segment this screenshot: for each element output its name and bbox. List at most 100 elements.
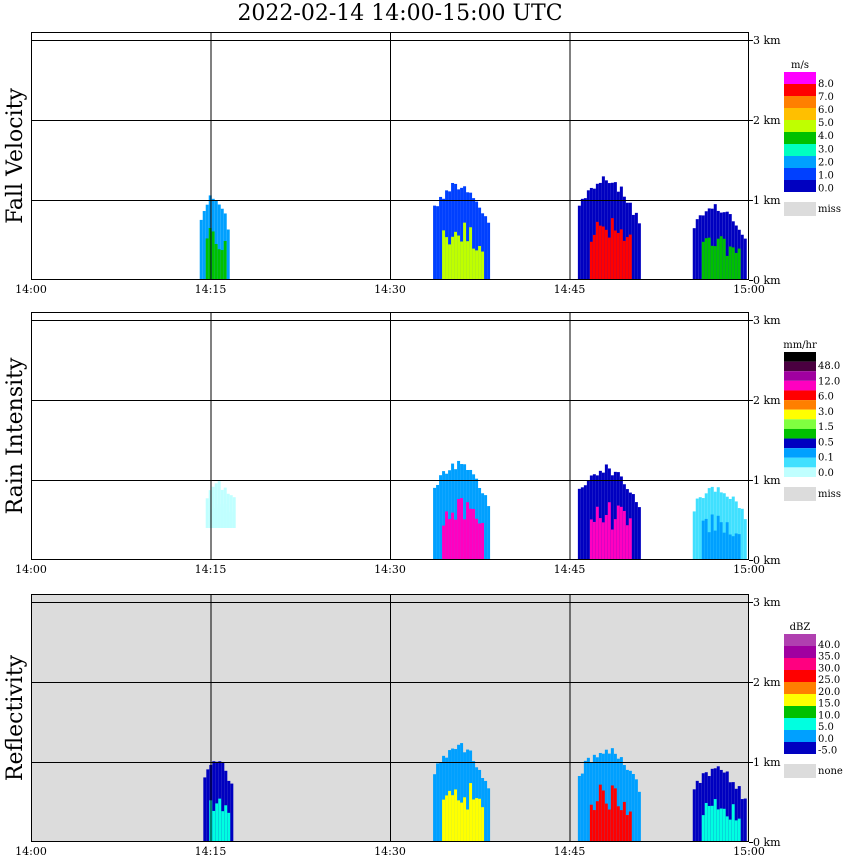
echo-core: [472, 248, 476, 280]
echo-core: [713, 799, 717, 842]
echo-core: [589, 804, 593, 842]
echo-core: [616, 505, 620, 560]
echo-cell: [692, 766, 747, 842]
echo-core: [616, 806, 620, 842]
echo-core: [214, 507, 218, 528]
echo-column: [215, 761, 219, 842]
echo-column: [589, 475, 593, 560]
colorbar-label: 48.0: [818, 361, 840, 372]
echo-core: [595, 506, 599, 560]
echo-column: [734, 501, 738, 560]
colorbar-swatch: [784, 694, 816, 706]
echo-column: [442, 755, 446, 842]
colorbar-label: 10.0: [818, 710, 840, 721]
colorbar-unit: mm/hr: [783, 340, 817, 351]
echo-core: [224, 805, 228, 842]
echo-column: [583, 760, 587, 842]
echo-column: [637, 507, 641, 560]
echo-column: [445, 190, 449, 280]
echo-column: [743, 238, 747, 280]
echo-cell: [433, 743, 491, 842]
echo-core: [731, 536, 735, 560]
echo-column: [716, 766, 720, 842]
echo-core: [445, 237, 449, 280]
echo-column: [208, 490, 212, 528]
echo-column: [713, 204, 717, 280]
echo-column: [212, 761, 216, 842]
echo-core: [448, 244, 452, 280]
echo-core: [734, 252, 738, 280]
echo-core: [607, 502, 611, 560]
echo-column: [722, 493, 726, 560]
echo-column: [692, 228, 696, 280]
x-tick-label: 14:45: [554, 563, 586, 576]
colorbar-miss-label: miss: [818, 204, 841, 215]
echo-core: [601, 226, 605, 280]
echo-column: [698, 215, 702, 280]
colorbar-label: 6.0: [818, 392, 834, 403]
colorbar-swatch: [784, 361, 816, 372]
echo-cell: [692, 486, 747, 560]
colorbar-miss-swatch: [784, 764, 816, 778]
echo-column: [217, 204, 221, 280]
echo-core: [475, 518, 479, 560]
echo-core: [463, 519, 467, 560]
echo-core: [710, 514, 714, 560]
y-tick-label: 3 km: [753, 596, 781, 609]
echo-column: [625, 489, 629, 560]
echo-core: [454, 519, 458, 560]
echo-cell: [433, 182, 491, 280]
echo-column: [577, 775, 581, 842]
echo-column: [607, 183, 611, 280]
colorbar-swatch: [784, 180, 816, 192]
echo-column: [707, 488, 711, 560]
echo-column: [710, 208, 714, 280]
echo-column: [695, 780, 699, 842]
echo-column: [589, 187, 593, 280]
echo-core: [215, 803, 219, 842]
echo-column: [439, 762, 443, 842]
colorbar-label: 1.0: [818, 170, 834, 181]
echo-column: [229, 495, 233, 528]
colorbar-swatch: [784, 428, 816, 439]
echo-core: [604, 514, 608, 560]
x-tick-label: 14:00: [15, 563, 47, 576]
echo-core: [478, 798, 482, 842]
echo-core: [208, 227, 212, 280]
colorbar-label: 20.0: [818, 687, 840, 698]
x-tick-label: 14:45: [554, 845, 586, 858]
echo-core: [616, 232, 620, 280]
echo-core: [728, 246, 732, 280]
x-tick-label: 14:00: [15, 845, 47, 858]
echo-core: [445, 511, 449, 560]
echo-core: [731, 804, 735, 842]
echo-column: [472, 198, 476, 280]
x-tick-label: 14:15: [195, 845, 227, 858]
echo-core: [229, 511, 233, 528]
echo-core: [604, 229, 608, 280]
colorbar-swatch: [784, 168, 816, 180]
echo-core: [628, 811, 632, 842]
echo-column: [580, 487, 584, 560]
echo-core: [613, 230, 617, 280]
echo-column: [604, 464, 608, 560]
echo-column: [695, 498, 699, 560]
colorbar-unit: m/s: [791, 60, 809, 71]
echo-core: [622, 510, 626, 560]
echo-column: [487, 788, 491, 842]
echo-core: [589, 241, 593, 280]
colorbar-swatch: [784, 108, 816, 120]
echo-column: [737, 508, 741, 560]
echo-core: [481, 522, 485, 560]
colorbar-label: 15.0: [818, 699, 840, 710]
colorbar-miss-label: miss: [818, 489, 841, 500]
echo-column: [583, 485, 587, 560]
echo-core: [619, 229, 623, 280]
y-tick-label: 2 km: [753, 676, 781, 689]
echo-column: [457, 744, 461, 842]
echo-column: [448, 191, 452, 280]
echo-column: [577, 205, 581, 280]
grid: [31, 594, 749, 842]
colorbar-swatch: [784, 646, 816, 658]
echo-core: [737, 818, 741, 842]
